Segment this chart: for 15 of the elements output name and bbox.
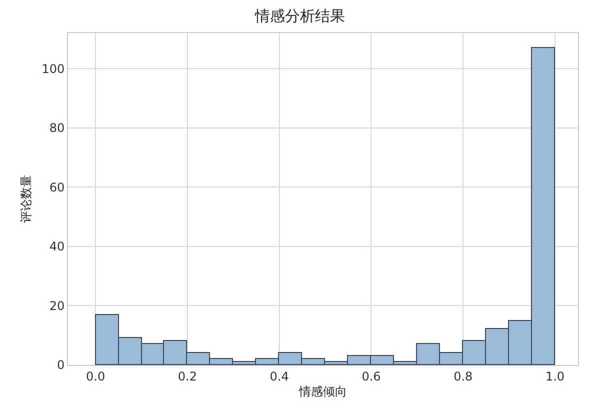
- y-tick-label: 60: [49, 180, 65, 194]
- y-tick-label: 40: [49, 240, 65, 254]
- x-tick-label: 0.4: [270, 369, 289, 384]
- y-tick-label: 0: [56, 358, 65, 372]
- x-tick-label: 0.6: [362, 369, 381, 384]
- y-tick-label: 20: [49, 298, 65, 313]
- x-tick-label: 0.0: [86, 369, 106, 384]
- y-axis-title: 评论数量: [18, 175, 33, 223]
- x-tick-label: 1.0: [545, 369, 565, 384]
- x-tick-label: 0.8: [454, 369, 473, 384]
- y-tick-label: 100: [42, 62, 65, 76]
- chart-title: 情感分析结果: [254, 6, 345, 25]
- x-axis-title: 情感倾向: [298, 384, 347, 398]
- y-tick-label: 80: [49, 121, 65, 136]
- x-tick-label: 0.2: [178, 369, 198, 384]
